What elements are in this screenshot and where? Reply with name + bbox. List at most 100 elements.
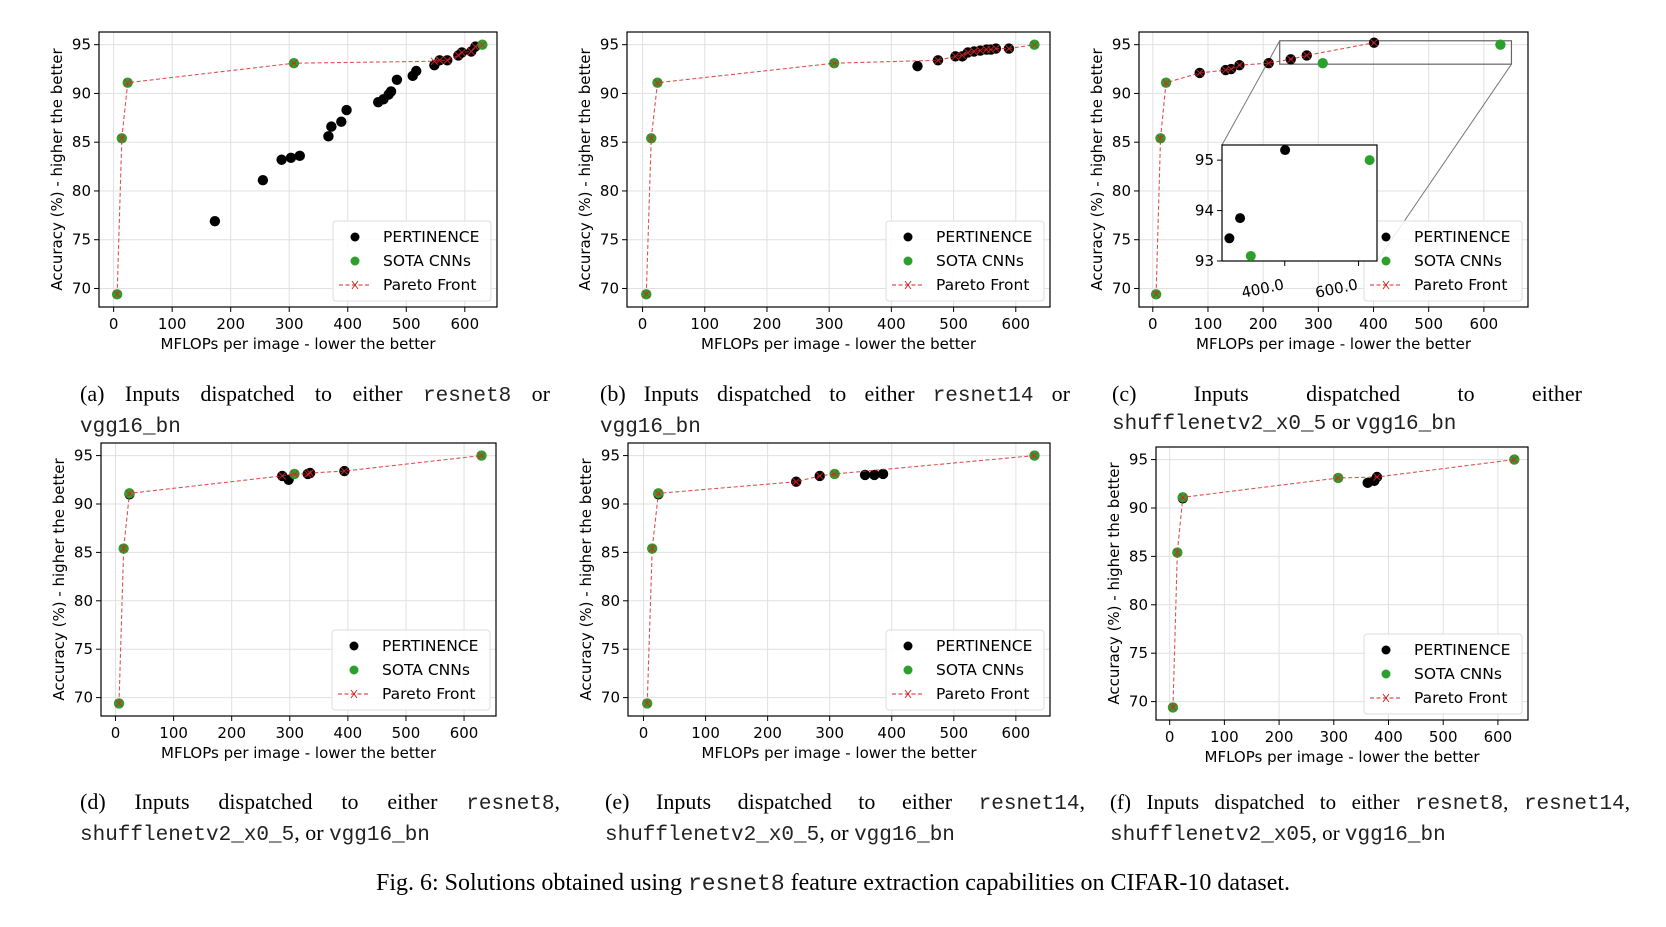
- pertinence-point: [323, 131, 334, 142]
- x-tick-label: 200: [1265, 728, 1294, 746]
- chart-panel-a: 0 100 200 300 400 500 600 70 75 80 85 90 95 MFLOPs pe…: [0, 0, 560, 353]
- x-tick-label: 300: [815, 315, 844, 333]
- pareto-marker-stroke: [290, 59, 298, 68]
- x-tick-label: 0: [639, 724, 649, 742]
- legend-marker-pareto-x: [351, 280, 359, 290]
- chart-panel-d: 0 100 200 300 400 500 600 70 75 80 85 90 95 MFLOPs pe…: [0, 0, 560, 770]
- pareto-marker-stroke: [467, 47, 476, 56]
- x-tick-label: 0: [638, 315, 648, 333]
- pareto-marker-stroke: [1235, 61, 1244, 70]
- figure-caption-prefix: Fig. 6: Solutions obtained using: [375, 870, 688, 896]
- pareto-marker: [117, 134, 126, 143]
- pareto-marker-stroke: [792, 477, 801, 486]
- pareto-marker-stroke: [1221, 66, 1230, 74]
- legend-marker-pertinence: [903, 232, 913, 242]
- legend-marker-sota: [903, 665, 913, 675]
- pareto-marker: [467, 47, 476, 56]
- y-tick-label: 90: [1112, 84, 1131, 102]
- axes-frame: [100, 442, 497, 717]
- pareto-marker-stroke: [1030, 451, 1039, 460]
- pareto-marker: [1169, 703, 1177, 712]
- pareto-marker: [435, 56, 444, 65]
- pareto-marker: [992, 44, 1000, 53]
- pareto-marker: [976, 46, 985, 55]
- pareto-marker-stroke: [471, 42, 480, 51]
- subcaption-text: Inputs dispatched to either: [104, 381, 423, 406]
- pareto-marker: [1264, 59, 1273, 68]
- pareto-marker-stroke: [1156, 134, 1165, 143]
- legend-label-pareto: Pareto Front: [382, 685, 475, 703]
- pareto-marker-stroke: [1264, 59, 1273, 68]
- chart-panel-f: 0 100 200 300 400 500 600 70 75 80 85 90 95 MFLOPs pe…: [1105, 446, 1529, 766]
- subcaption-label: (d): [80, 789, 106, 814]
- y-tick-label: 70: [74, 689, 93, 707]
- pareto-marker: [1373, 473, 1381, 481]
- legend-label-sota: SOTA CNNs: [383, 252, 471, 270]
- pareto-marker: [1005, 44, 1013, 53]
- pareto-marker-stroke: [1302, 51, 1311, 60]
- legend-marker-pareto-x: [350, 689, 358, 699]
- x-tick-label: 0: [1165, 728, 1175, 746]
- pareto-marker-stroke: [1173, 548, 1182, 557]
- pareto-marker: [443, 56, 452, 65]
- subcaption-code: vgg16_bn: [1344, 824, 1446, 847]
- pareto-marker-stroke: [1286, 55, 1295, 64]
- subcaption-e: (e) Inputs dispatched to either resnet14…: [605, 788, 1085, 850]
- pareto-marker-stroke: [478, 40, 487, 49]
- pertinence-point: [294, 150, 305, 162]
- x-tick-label: 400: [877, 315, 906, 333]
- pertinence-point: [877, 468, 889, 480]
- pareto-marker: [951, 52, 960, 61]
- x-tick-label: 300: [1319, 728, 1348, 746]
- legend-marker-pertinence: [903, 641, 913, 651]
- subcaption-code: vgg16_bn: [854, 824, 955, 847]
- pareto-marker-stroke: [458, 48, 466, 57]
- pareto-marker-stroke: [815, 472, 824, 480]
- legend-box: [1363, 633, 1523, 715]
- pareto-marker-stroke: [435, 56, 444, 65]
- legend-label-pareto: Pareto Front: [1414, 689, 1507, 707]
- x-tick-label: 600: [1001, 315, 1030, 333]
- legend-marker-pareto-x: [904, 689, 912, 699]
- pareto-marker-stroke: [648, 544, 657, 553]
- subcaption-text: , or: [1311, 821, 1345, 845]
- y-tick-label: 80: [74, 592, 93, 610]
- pareto-marker: [1195, 69, 1204, 77]
- pareto-marker: [119, 544, 128, 553]
- x-tick-label: 100: [158, 315, 187, 333]
- pareto-marker: [830, 59, 838, 68]
- x-tick-label: 300: [275, 315, 304, 333]
- pertinence-point: [257, 175, 269, 186]
- pertinence-point: [336, 116, 347, 127]
- subcaption-text: Inputs dispatched to either: [625, 381, 933, 406]
- y-tick-label: 90: [600, 84, 619, 102]
- subcaption-code: resnet8: [423, 385, 512, 408]
- pareto-marker-stroke: [1005, 44, 1013, 53]
- legend-marker-pareto-x: [904, 280, 912, 290]
- zoom-connector: [1221, 40, 1281, 146]
- subcaption-text: Inputs dispatched to either: [1136, 381, 1582, 406]
- legend-label-pertinence: PERTINENCE: [382, 637, 478, 655]
- y-tick-label: 70: [601, 689, 620, 707]
- y-tick-label: 85: [1129, 547, 1148, 565]
- pareto-marker: [642, 290, 651, 299]
- pareto-marker: [278, 472, 287, 480]
- pareto-marker: [1030, 40, 1039, 49]
- x-axis-title: MFLOPs per image - lower the better: [702, 744, 978, 762]
- x-tick-label: 600: [1484, 728, 1513, 746]
- pertinence-point: [391, 74, 403, 85]
- y-tick-label: 85: [1112, 133, 1131, 151]
- y-tick-label: 70: [72, 279, 91, 297]
- pareto-marker-stroke: [654, 489, 663, 498]
- x-tick-label: 0: [1148, 315, 1158, 333]
- subcaption-text: , or: [819, 820, 855, 845]
- chart-panel-b: 0 100 200 300 400 500 600 70 75 80 85 90 95 MFLOPs pe…: [0, 0, 1100, 353]
- pareto-marker: [303, 470, 312, 478]
- x-tick-label: 100: [1194, 315, 1223, 333]
- x-axis-title: MFLOPs per image - lower the better: [701, 335, 977, 353]
- x-tick-label: 500: [1429, 728, 1458, 746]
